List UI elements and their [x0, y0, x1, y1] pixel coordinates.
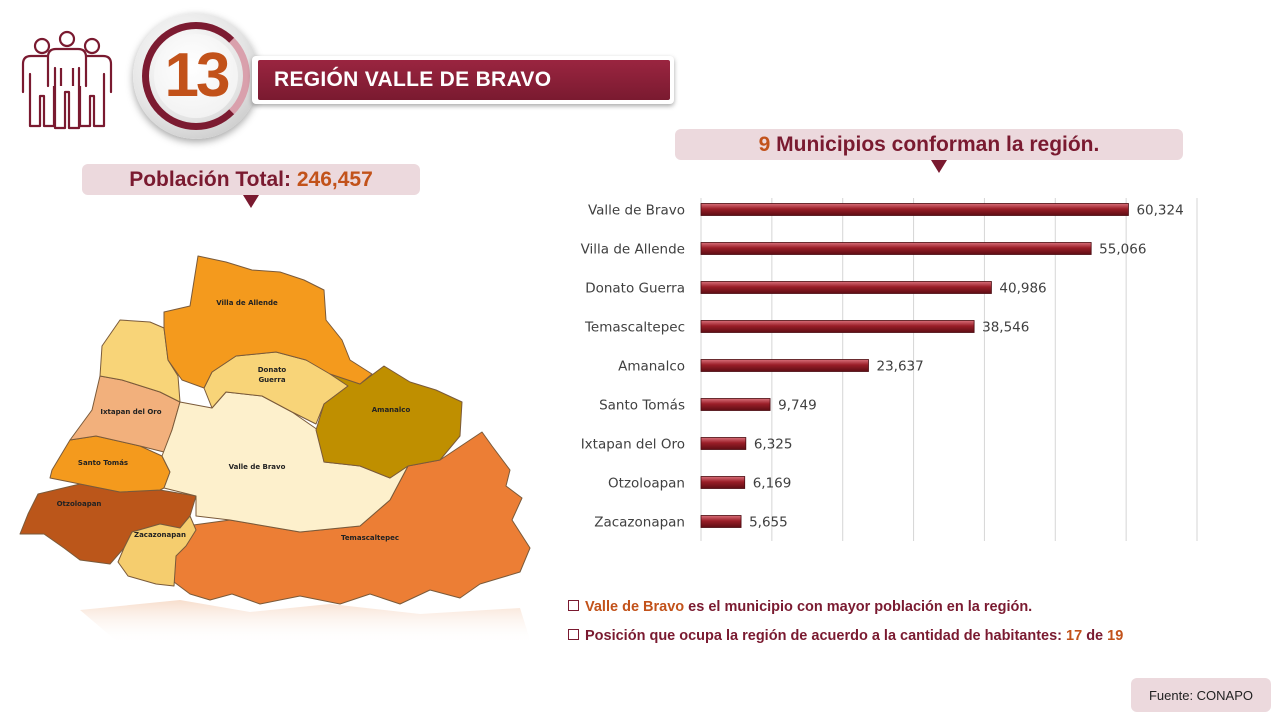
note2-position: 17 [1066, 628, 1083, 644]
map-label-temascaltepec: Temascaltepec [341, 534, 399, 542]
map-label-donato-guerra-1: Donato [258, 366, 287, 374]
municipalities-header-box: 9 Municipios conforman la región. [675, 129, 1183, 160]
map-label-santo-tomas: Santo Tomás [78, 459, 128, 467]
municipalities-text: Municipios conforman la región. [776, 132, 1100, 156]
population-bar-chart: Valle de Bravo Villa de Allende Donato Gue… [581, 198, 1198, 541]
chart-bar [700, 320, 975, 333]
population-value: 246,457 [296, 167, 373, 191]
region-title-banner-inner: REGIÓN VALLE DE BRAVO [258, 60, 670, 100]
region-title: REGIÓN VALLE DE BRAVO [274, 68, 552, 91]
checkbox-bullet-icon [568, 600, 579, 611]
region-number: 13 [164, 41, 231, 110]
chart-bar [700, 476, 746, 489]
chart-value-label: 9,749 [778, 398, 817, 414]
map-label-donato-guerra-2: Guerra [258, 376, 285, 384]
note2-of: de [1082, 628, 1108, 644]
population-total-text: Población Total: 246,457 [129, 168, 373, 192]
chart-bar [700, 242, 1092, 255]
chart-value-label: 60,324 [1136, 203, 1183, 219]
badge-inner: 13 [154, 34, 238, 118]
map-label-zacazonapan: Zacazonapan [134, 531, 186, 539]
map-amanalco [315, 365, 463, 479]
chart-bar [700, 203, 1129, 216]
map-villa-de-allende [163, 255, 373, 389]
municipalities-pointer [931, 160, 947, 173]
people-group-icon [21, 30, 113, 130]
note2-total: 19 [1107, 628, 1124, 644]
population-label: Población Total: [129, 167, 291, 191]
chart-value-labels: 60,324 55,066 40,986 38,546 23,637 9,749 6,325… [749, 203, 1184, 531]
map-label-amanalco: Amanalco [372, 406, 411, 414]
chart-bars [700, 203, 1129, 528]
chart-category-labels: Valle de Bravo Villa de Allende Donato Gue… [581, 203, 685, 531]
chart-category-label: Zacazonapan [594, 515, 685, 531]
map-label-valle-de-bravo: Valle de Bravo [229, 463, 286, 471]
checkbox-bullet-icon [568, 629, 579, 640]
population-total-box: Población Total: 246,457 [82, 164, 420, 195]
chart-bar [700, 437, 747, 450]
chart-value-label: 40,986 [999, 281, 1046, 297]
note1-text: es el municipio con mayor población en l… [684, 599, 1033, 615]
chart-value-label: 23,637 [876, 359, 923, 375]
map-label-otzoloapan: Otzoloapan [57, 500, 102, 508]
chart-bar [700, 359, 869, 372]
map-north-west-area [99, 319, 181, 403]
chart-category-label: Amanalco [618, 359, 685, 375]
note-region-position: Posición que ocupa la región de acuerdo … [568, 628, 1123, 644]
chart-value-label: 5,655 [749, 515, 788, 531]
map-label-ixtapan-del-oro: Ixtapan del Oro [100, 408, 161, 416]
municipalities-count: 9 [758, 132, 771, 156]
chart-value-label: 6,325 [754, 437, 793, 453]
chart-category-label: Donato Guerra [585, 281, 685, 297]
chart-value-label: 55,066 [1099, 242, 1146, 258]
chart-bar [700, 281, 992, 294]
chart-category-label: Santo Tomás [599, 398, 685, 414]
region-title-banner: REGIÓN VALLE DE BRAVO [252, 56, 674, 104]
map-reflection [80, 600, 530, 644]
map-label-villa-de-allende: Villa de Allende [216, 299, 278, 307]
note1-highlight: Valle de Bravo [585, 599, 685, 615]
chart-bar [700, 398, 771, 411]
chart-value-label: 6,169 [753, 476, 792, 492]
map-zacazonapan [117, 515, 197, 587]
region-number-badge: 13 [133, 13, 259, 139]
note-largest-municipality: Valle de Bravo es el municipio con mayor… [568, 599, 1032, 615]
region-map: Villa de Allende Donato Guerra Amanalco … [19, 255, 531, 644]
municipalities-header-text: 9 Municipios conforman la región. [759, 133, 1100, 157]
chart-category-label: Ixtapan del Oro [581, 437, 685, 453]
chart-category-label: Valle de Bravo [588, 203, 685, 219]
population-pointer [243, 195, 259, 208]
chart-category-label: Villa de Allende [581, 242, 685, 258]
badge-ring [142, 22, 250, 130]
chart-category-label: Temascaltepec [584, 320, 685, 336]
source-label: Fuente: CONAPO [1131, 678, 1271, 712]
chart-category-label: Otzoloapan [608, 476, 685, 492]
note2-text: Posición que ocupa la región de acuerdo … [585, 628, 1067, 644]
chart-value-label: 38,546 [982, 320, 1029, 336]
chart-bar [700, 515, 742, 528]
